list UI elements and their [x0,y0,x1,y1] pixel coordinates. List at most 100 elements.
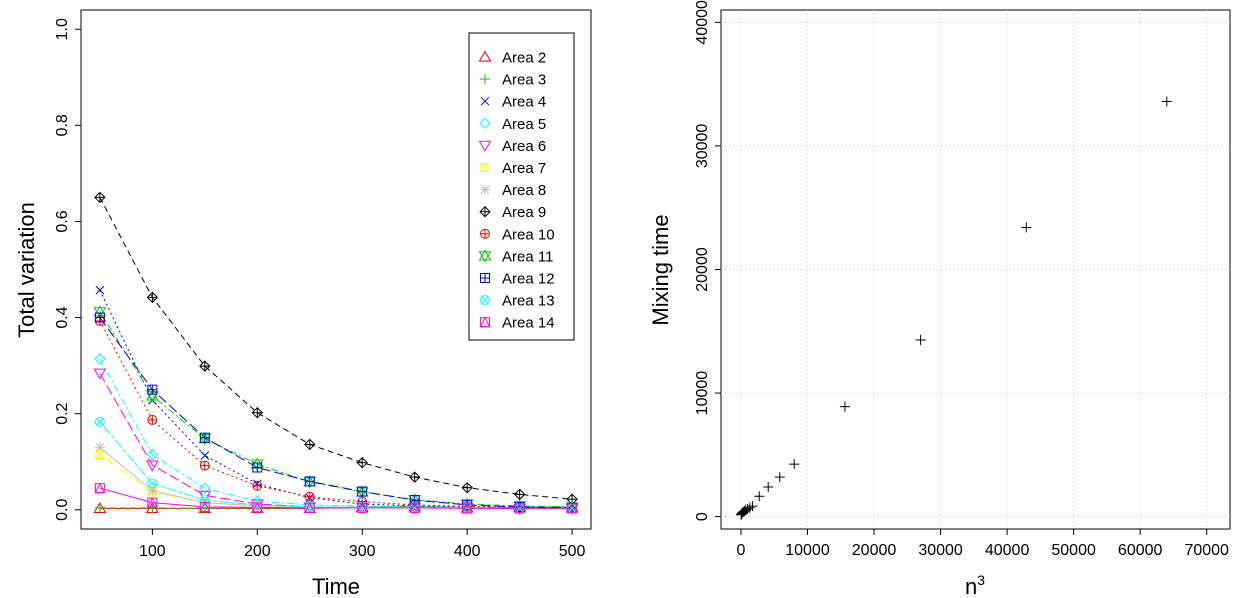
legend-label-area-6: Area 6 [502,138,546,155]
x-axis-title-base: n [965,574,977,598]
data-point-area-14 [94,482,106,494]
legend-marker-area-4 [480,96,490,106]
data-point-area-14 [251,501,263,513]
legend-label-area-2: Area 2 [502,50,546,67]
grid [721,10,1230,529]
legend-label-area-11: Area 11 [502,248,553,265]
data-point-area-14 [461,502,473,514]
legend-label-area-5: Area 5 [502,116,546,133]
data-point-area-9 [356,456,368,469]
y-tick-label: 1.0 [54,18,71,40]
legend-label-area-9: Area 9 [502,204,546,221]
y-tick-label: 20000 [694,247,711,292]
legend: Area 2 Area 3 Area 4 Area 5 Area 6 Area 7 Area… [468,32,575,341]
data-point [738,506,749,517]
data-point-area-14 [304,502,316,513]
legend-marker-area-5 [479,117,491,130]
data-point-area-12 [252,462,263,473]
y-axis-title: Total variation [14,202,39,338]
data-point-area-9 [94,191,106,204]
data-points [736,96,1172,520]
y-tick-label: 0.2 [54,402,71,424]
y-axis: 0.0 0.2 0.4 0.6 0.8 1.0 [54,18,81,521]
legend-label-area-14: Area 14 [502,315,555,332]
x-tick-label: 10000 [785,542,830,559]
y-tick-label: 0.8 [54,114,71,136]
data-point-area-8 [147,485,158,496]
legend-marker-area-10 [480,228,490,239]
data-point-area-3 [147,502,158,513]
data-point-area-9 [304,438,316,451]
legend-label-area-4: Area 4 [502,94,546,111]
data-point [1161,96,1172,107]
x-axis-title: Time [312,574,360,598]
data-point [740,505,751,516]
legend-marker-area-6 [478,140,492,152]
y-tick-label: 10000 [694,371,711,416]
series-line-area-6 [99,373,573,509]
series-line-area-14 [99,487,573,509]
data-point [774,472,785,483]
data-point-area-12 [94,312,105,323]
data-point-area-10 [147,414,158,425]
data-point-area-5 [94,353,106,365]
series-markers [93,191,579,515]
data-point-area-9 [199,360,211,372]
x-tick-label: 100 [139,543,166,560]
series-line-area-10 [99,320,573,509]
data-point-area-14 [409,502,421,513]
data-point-area-7 [95,450,105,460]
data-point-area-14 [199,501,211,512]
data-point-area-12 [199,432,210,443]
series-line-area-5 [99,358,573,509]
data-point-area-14 [514,502,525,514]
mixing-time-chart: 0 10000 20000 30000 40000 50000 60000 70000 0 10… [648,0,1231,598]
data-point-area-14 [147,496,158,508]
data-point-area-5 [199,482,211,494]
data-point [1021,222,1032,233]
data-point [763,481,774,492]
legend-label-area-8: Area 8 [502,182,546,199]
legend-marker-area-9 [479,205,491,218]
data-point [839,401,850,412]
series-lines [99,197,573,509]
data-point-area-14 [566,502,578,514]
data-point-area-9 [146,291,159,304]
legend-marker-area-3 [480,74,490,85]
data-point [789,459,800,470]
y-tick-label: 0.6 [54,210,71,232]
y-tick-label: 0.4 [54,306,71,328]
legend-label-area-3: Area 3 [502,72,546,89]
data-point-area-12 [304,476,315,487]
data-point-area-6 [250,499,264,511]
data-point-area-3 [94,502,105,513]
legend-label-area-10: Area 10 [502,226,555,243]
data-point-area-9 [251,406,264,419]
x-tick-label: 70000 [1184,542,1229,559]
x-tick-label: 200 [244,543,271,560]
legend-marker-area-7 [480,163,490,172]
series-line-area-8 [99,446,573,509]
x-axis-title-exponent: 3 [977,572,985,588]
legend-box [468,32,575,341]
data-point-area-10 [199,460,210,471]
data-point-area-12 [357,486,368,497]
x-tick-label: 20000 [852,542,897,559]
series-line-area-12 [99,317,573,509]
legend-label-area-12: Area 12 [502,271,555,288]
legend-marker-area-13 [480,295,490,306]
data-point-area-9 [461,481,473,494]
legend-label-area-7: Area 7 [502,160,546,177]
data-point-area-8 [94,442,105,453]
plot-frame [80,9,592,530]
data-point-area-10 [252,480,263,491]
data-point-area-9 [513,488,526,501]
data-point-area-14 [356,502,368,513]
series-line-area-9 [99,197,573,500]
data-point-area-5 [146,448,159,461]
x-tick-label: 300 [349,543,376,560]
data-point-area-9 [408,471,421,483]
x-tick-label: 60000 [1118,542,1163,559]
y-tick-label: 30000 [694,124,711,169]
